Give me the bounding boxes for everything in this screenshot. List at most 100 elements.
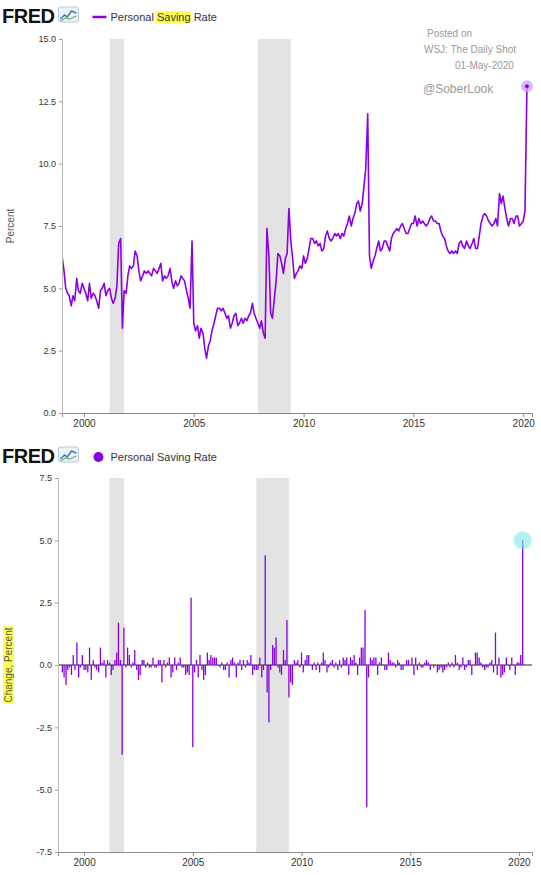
bar — [247, 660, 248, 665]
bar — [65, 665, 66, 685]
logo-icon-frame — [58, 7, 78, 22]
bar — [513, 665, 514, 667]
bar — [165, 665, 166, 667]
x-tick: 2000 — [73, 413, 96, 429]
bar — [190, 598, 191, 665]
bar — [275, 638, 276, 665]
y-tick-mark — [59, 101, 62, 102]
bar — [87, 665, 88, 672]
bar — [112, 665, 113, 670]
bar — [134, 650, 135, 665]
bar — [417, 665, 418, 670]
bar — [243, 660, 244, 665]
bar — [120, 660, 121, 665]
bar — [232, 658, 233, 665]
bar — [294, 660, 295, 665]
bar — [114, 660, 115, 665]
bar — [160, 660, 161, 665]
bar — [239, 660, 240, 665]
bar — [161, 665, 162, 682]
bar — [381, 658, 382, 665]
bar — [136, 665, 137, 670]
bar — [163, 660, 164, 665]
bar — [444, 665, 445, 670]
bar — [256, 665, 257, 670]
y-axis: -7.5-5.0-2.50.02.55.07.5 — [36, 473, 58, 857]
x-tick: 2020 — [508, 852, 531, 868]
bar — [80, 665, 81, 667]
bar — [392, 663, 393, 665]
bar — [344, 660, 345, 665]
legend-symbol — [93, 452, 103, 462]
annotation: 01-May-2020 — [455, 60, 514, 71]
header: FREDPersonal Saving Rate — [2, 5, 217, 27]
bar — [176, 665, 177, 670]
annotation: Posted on — [427, 28, 472, 39]
bar — [348, 665, 349, 675]
bar — [489, 663, 490, 665]
bar — [495, 633, 496, 665]
bar — [267, 665, 268, 692]
bar — [225, 665, 226, 670]
bar — [230, 660, 231, 665]
bar — [312, 665, 313, 670]
bar — [286, 620, 287, 665]
x-tick-label: 2020 — [513, 418, 536, 429]
bar — [169, 658, 170, 665]
bar — [326, 665, 327, 672]
bar — [504, 665, 505, 672]
bar — [321, 663, 322, 665]
bar — [227, 663, 228, 665]
bar — [121, 665, 122, 755]
bar — [373, 658, 374, 665]
bar — [359, 658, 360, 665]
bar — [145, 665, 146, 667]
y-tick: -5.0 — [36, 785, 58, 795]
bar — [352, 660, 353, 665]
bar — [341, 665, 342, 667]
bar — [279, 665, 280, 672]
y-axis-title: Percent — [5, 209, 16, 244]
y-tick: -7.5 — [36, 847, 58, 857]
bar — [518, 663, 519, 665]
bar — [479, 658, 480, 665]
x-tick-label: 2000 — [73, 418, 96, 429]
plot-area — [58, 478, 532, 852]
bar — [259, 658, 260, 665]
bar — [415, 658, 416, 665]
bar — [188, 665, 189, 675]
y-tick-mark — [55, 665, 58, 666]
shaded-period — [258, 39, 291, 413]
latest-highlight — [514, 531, 532, 549]
y-tick: 0.0 — [43, 408, 62, 418]
bar — [464, 665, 465, 670]
legend-label: Personal Saving Rate — [110, 11, 216, 23]
bar — [333, 665, 334, 667]
bar — [198, 665, 199, 677]
bar — [254, 665, 255, 670]
bar — [73, 655, 74, 665]
bar — [180, 658, 181, 665]
y-tick: 2.5 — [39, 598, 58, 608]
bar — [129, 655, 130, 665]
bar — [491, 660, 492, 665]
bar — [335, 663, 336, 665]
y-tick-label: 5.0 — [43, 284, 56, 294]
bar — [515, 665, 516, 675]
bar — [277, 665, 278, 667]
bar — [228, 665, 229, 677]
bar — [430, 665, 431, 670]
bar — [216, 658, 217, 665]
bar — [248, 663, 249, 665]
x-tick: 2020 — [513, 413, 536, 429]
bar — [105, 665, 106, 677]
bar — [486, 665, 487, 667]
y-tick-label: 2.5 — [39, 598, 52, 608]
bar — [181, 665, 182, 667]
bar — [439, 665, 440, 670]
shaded-period — [110, 39, 124, 413]
y-tick-label: -2.5 — [36, 723, 52, 733]
bar — [440, 665, 441, 667]
bar — [201, 665, 202, 670]
bar — [370, 658, 371, 665]
